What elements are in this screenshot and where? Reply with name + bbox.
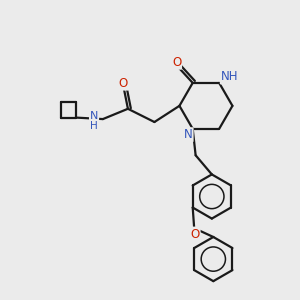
Text: O: O [172, 56, 181, 69]
Text: N: N [184, 128, 193, 141]
Text: NH: NH [221, 70, 238, 83]
Text: N: N [90, 111, 98, 121]
Text: O: O [190, 227, 200, 241]
Text: O: O [119, 77, 128, 90]
Text: H: H [90, 121, 98, 130]
